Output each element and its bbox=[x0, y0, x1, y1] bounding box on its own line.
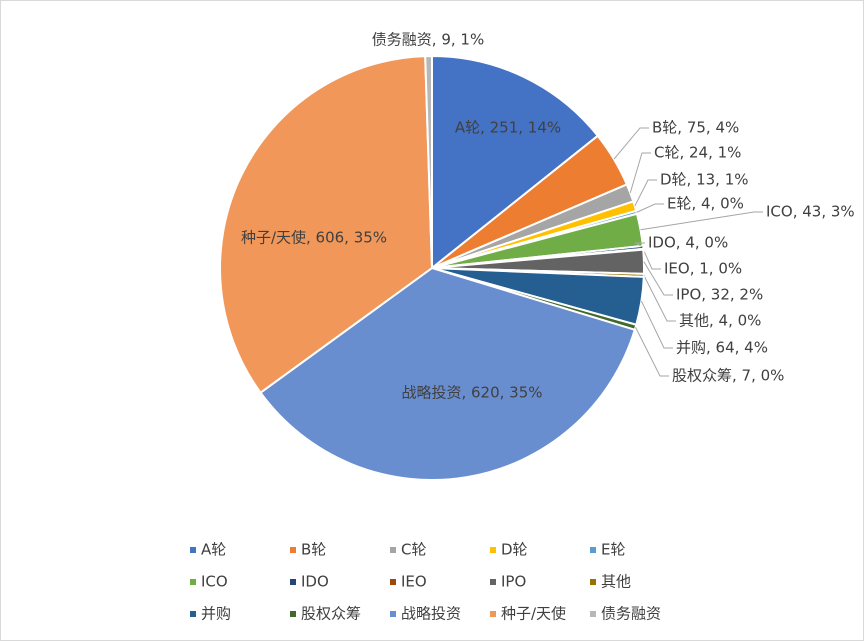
legend-label: B轮 bbox=[301, 541, 326, 559]
leader-line bbox=[636, 203, 664, 213]
leader-line bbox=[643, 261, 673, 296]
leader-line bbox=[642, 249, 661, 270]
data-label: E轮, 4, 0% bbox=[667, 195, 744, 213]
legend-label: IDO bbox=[301, 573, 329, 591]
pie-slice bbox=[431, 54, 600, 271]
legend-label: IEO bbox=[401, 573, 427, 591]
legend-marker bbox=[590, 579, 596, 585]
leader-line bbox=[634, 179, 657, 207]
legend-label: 并购 bbox=[201, 605, 231, 623]
leader-line bbox=[613, 127, 649, 160]
legend-marker bbox=[190, 579, 196, 585]
legend-marker bbox=[390, 547, 396, 553]
leader-line bbox=[640, 300, 673, 349]
legend-marker bbox=[190, 547, 196, 553]
legend-marker bbox=[590, 547, 596, 553]
data-label: B轮, 75, 4% bbox=[652, 119, 739, 137]
data-label: 债务融资, 9, 1% bbox=[372, 31, 484, 49]
legend-marker bbox=[290, 579, 296, 585]
legend-label: C轮 bbox=[401, 541, 426, 559]
legend-label: ICO bbox=[201, 573, 228, 591]
legend-marker bbox=[290, 611, 296, 617]
legend-label: 股权众筹 bbox=[301, 605, 361, 623]
leader-line bbox=[635, 327, 669, 377]
legend-marker bbox=[490, 611, 496, 617]
legend-marker bbox=[490, 547, 496, 553]
data-label: 并购, 64, 4% bbox=[676, 339, 768, 357]
legend-marker bbox=[590, 611, 596, 617]
leader-line bbox=[643, 275, 676, 322]
pie-slice bbox=[219, 55, 434, 395]
data-label: IPO, 32, 2% bbox=[676, 286, 763, 304]
legend-marker bbox=[390, 611, 396, 617]
data-label: 其他, 4, 0% bbox=[679, 312, 761, 330]
legend-marker bbox=[390, 579, 396, 585]
data-label: 战略投资, 620, 35% bbox=[401, 384, 542, 402]
legend-label: 其他 bbox=[601, 573, 631, 591]
pie-slice bbox=[424, 54, 433, 269]
legend-label: A轮 bbox=[201, 541, 226, 559]
legend-marker bbox=[490, 579, 496, 585]
legend-label: E轮 bbox=[601, 541, 625, 559]
leader-line bbox=[640, 211, 763, 231]
data-label: A轮, 251, 14% bbox=[455, 119, 561, 137]
data-label: ICO, 43, 3% bbox=[766, 203, 855, 221]
data-label: C轮, 24, 1% bbox=[654, 144, 741, 162]
pie-slice bbox=[259, 266, 637, 481]
legend-marker bbox=[190, 611, 196, 617]
legend-label: D轮 bbox=[501, 541, 528, 559]
legend-label: 种子/天使 bbox=[501, 605, 566, 623]
data-label: D轮, 13, 1% bbox=[660, 171, 749, 189]
legend-label: 战略投资 bbox=[401, 605, 461, 623]
data-label: 种子/天使, 606, 35% bbox=[241, 229, 387, 247]
data-label: IDO, 4, 0% bbox=[648, 234, 728, 252]
leader-line bbox=[629, 152, 651, 194]
legend-marker bbox=[290, 547, 296, 553]
leader-line bbox=[634, 242, 645, 248]
data-label: 股权众筹, 7, 0% bbox=[672, 367, 784, 385]
data-label: IEO, 1, 0% bbox=[664, 260, 742, 278]
legend-label: IPO bbox=[501, 573, 526, 591]
legend-label: 债务融资 bbox=[601, 605, 661, 623]
